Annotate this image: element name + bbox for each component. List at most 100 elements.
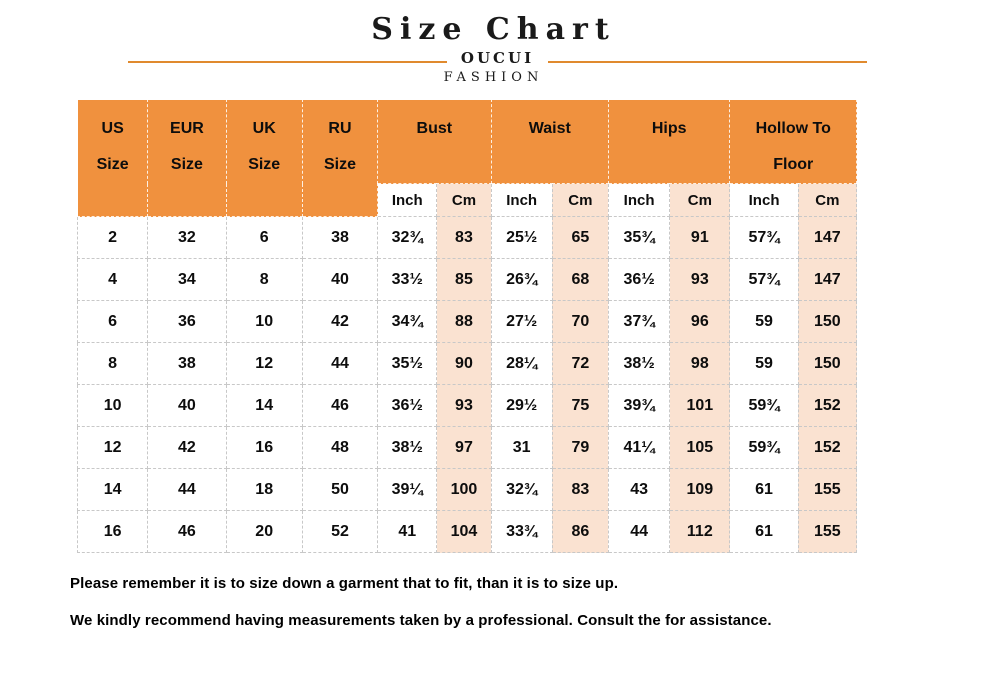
table-cell: 59	[729, 342, 799, 385]
table-cell: 61	[729, 468, 799, 511]
table-cell: 52	[301, 510, 379, 553]
table-row: 2 32 6 38 32¾ 83 25½ 65 35¾ 91 57¾ 147	[76, 216, 858, 259]
table-cell: 42	[301, 300, 379, 343]
table-cell: 34	[147, 258, 227, 301]
table-row: 10 40 14 46 36½ 93 29½ 75 39¾ 101 59¾ 152	[76, 384, 858, 427]
table-cell: 6	[225, 216, 303, 259]
table-cell: 152	[797, 426, 858, 469]
table-cell: 40	[147, 384, 227, 427]
unit-waist-inch: Inch	[490, 183, 553, 217]
table-cell: 40	[301, 258, 379, 301]
table-cell: 147	[797, 258, 858, 301]
table-cell: 36½	[607, 258, 671, 301]
table-cell: 112	[669, 510, 731, 553]
table-cell: 98	[669, 342, 731, 385]
table-cell: 44	[147, 468, 227, 511]
table-row: 6 36 10 42 34¾ 88 27½ 70 37¾ 96 59 150	[76, 300, 858, 343]
unit-bust-inch: Inch	[377, 183, 438, 217]
unit-hollow-cm: Cm	[797, 183, 858, 217]
table-cell: 105	[669, 426, 731, 469]
table-cell: 4	[76, 258, 149, 301]
table-cell: 37¾	[607, 300, 671, 343]
table-cell: 25½	[490, 216, 553, 259]
header-ru-size: RU Size	[301, 99, 379, 217]
table-cell: 90	[436, 342, 492, 385]
table-row: 16 46 20 52 41 104 33¾ 86 44 112 61 155	[76, 510, 858, 553]
unit-hips-cm: Cm	[669, 183, 731, 217]
header-bust: Bust	[377, 99, 492, 184]
table-cell: 88	[436, 300, 492, 343]
table-cell: 46	[147, 510, 227, 553]
table-cell: 150	[797, 342, 858, 385]
size-table-body: 2 32 6 38 32¾ 83 25½ 65 35¾ 91 57¾ 147 4 34 8 40 33½ 85 26…	[76, 216, 858, 553]
table-cell: 32	[147, 216, 227, 259]
table-cell: 39¼	[377, 468, 438, 511]
table-cell: 33¾	[490, 510, 553, 553]
table-row: 8 38 12 44 35½ 90 28¼ 72 38½ 98 59 150	[76, 342, 858, 385]
table-cell: 61	[729, 510, 799, 553]
table-cell: 79	[551, 426, 609, 469]
table-cell: 38	[147, 342, 227, 385]
header-hips: Hips	[607, 99, 731, 184]
table-cell: 8	[225, 258, 303, 301]
table-cell: 97	[436, 426, 492, 469]
table-cell: 59¾	[729, 384, 799, 427]
title-rule-right	[548, 61, 867, 63]
title-block: Size Chart OUCUI FASHION	[0, 0, 987, 85]
table-cell: 18	[225, 468, 303, 511]
table-cell: 86	[551, 510, 609, 553]
table-cell: 101	[669, 384, 731, 427]
table-cell: 83	[551, 468, 609, 511]
note-measurement-advice: We kindly recommend having measurements …	[70, 612, 772, 629]
table-cell: 44	[607, 510, 671, 553]
table-cell: 16	[225, 426, 303, 469]
table-cell: 50	[301, 468, 379, 511]
title-rule-left	[128, 61, 447, 63]
unit-header-row: Inch Cm Inch Cm Inch Cm Inch Cm	[78, 183, 858, 217]
table-cell: 44	[301, 342, 379, 385]
table-cell: 29½	[490, 384, 553, 427]
table-cell: 152	[797, 384, 858, 427]
table-cell: 10	[225, 300, 303, 343]
table-cell: 2	[76, 216, 149, 259]
table-cell: 85	[436, 258, 492, 301]
table-cell: 14	[76, 468, 149, 511]
table-cell: 41¼	[607, 426, 671, 469]
table-cell: 16	[76, 510, 149, 553]
table-cell: 93	[436, 384, 492, 427]
table-cell: 70	[551, 300, 609, 343]
table-cell: 36	[147, 300, 227, 343]
table-cell: 34¾	[377, 300, 438, 343]
brand-tagline: FASHION	[443, 70, 544, 85]
table-cell: 33½	[377, 258, 438, 301]
table-cell: 35½	[377, 342, 438, 385]
unit-hollow-inch: Inch	[729, 183, 799, 217]
table-cell: 38½	[607, 342, 671, 385]
header-eur-size: EUR Size	[147, 99, 227, 217]
table-cell: 57¾	[729, 258, 799, 301]
table-cell: 36½	[377, 384, 438, 427]
table-cell: 28¼	[490, 342, 553, 385]
table-cell: 65	[551, 216, 609, 259]
brand-name: OUCUI	[460, 49, 535, 67]
table-row: 12 42 16 48 38½ 97 31 79 41¼ 105 59¾ 152	[76, 426, 858, 469]
table-cell: 91	[669, 216, 731, 259]
unit-hips-inch: Inch	[607, 183, 671, 217]
table-cell: 59¾	[729, 426, 799, 469]
table-cell: 83	[436, 216, 492, 259]
header-waist: Waist	[490, 99, 609, 184]
table-cell: 6	[76, 300, 149, 343]
table-cell: 109	[669, 468, 731, 511]
group-header-row: US Size EUR Size UK Size RU Size Bust Wa…	[76, 99, 857, 217]
header-hollow-to-floor: Hollow To Floor	[729, 99, 857, 184]
table-cell: 38	[301, 216, 379, 259]
table-cell: 155	[797, 510, 858, 553]
table-cell: 68	[551, 258, 609, 301]
header-uk-size: UK Size	[225, 99, 303, 217]
table-cell: 35¾	[607, 216, 671, 259]
table-cell: 31	[490, 426, 553, 469]
table-cell: 42	[147, 426, 227, 469]
table-cell: 20	[225, 510, 303, 553]
table-cell: 8	[76, 342, 149, 385]
